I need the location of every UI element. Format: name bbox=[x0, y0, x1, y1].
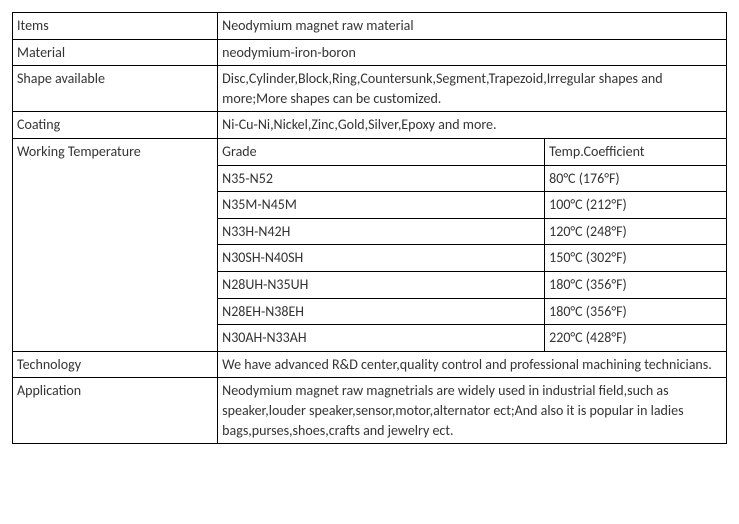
table-row: Material neodymium-iron-boron bbox=[13, 39, 727, 66]
row-value: Neodymium magnet raw magnetrials are wid… bbox=[218, 378, 727, 444]
row-label: Application bbox=[13, 378, 218, 444]
spec-table: Items Neodymium magnet raw material Mate… bbox=[12, 12, 727, 444]
table-row: Items Neodymium magnet raw material bbox=[13, 13, 727, 40]
row-label: Working Temperature bbox=[13, 138, 218, 351]
grade-cell: N33H-N42H bbox=[218, 218, 545, 245]
coef-cell: 100°C (212°F) bbox=[545, 192, 727, 219]
coef-cell: 220°C (428°F) bbox=[545, 325, 727, 352]
row-label: Items bbox=[13, 13, 218, 40]
grade-cell: N35M-N45M bbox=[218, 192, 545, 219]
coef-cell: 150°C (302°F) bbox=[545, 245, 727, 272]
table-row: Coating Ni-Cu-Ni,Nickel,Zinc,Gold,Silver… bbox=[13, 112, 727, 139]
grade-cell: N30SH-N40SH bbox=[218, 245, 545, 272]
row-value: Ni-Cu-Ni,Nickel,Zinc,Gold,Silver,Epoxy a… bbox=[218, 112, 727, 139]
table-row: Working Temperature Grade Temp.Coefficie… bbox=[13, 138, 727, 165]
row-label: Shape available bbox=[13, 66, 218, 112]
row-value: neodymium-iron-boron bbox=[218, 39, 727, 66]
row-value: Neodymium magnet raw material bbox=[218, 13, 727, 40]
row-value: We have advanced R&D center,quality cont… bbox=[218, 351, 727, 378]
table-row: Technology We have advanced R&D center,q… bbox=[13, 351, 727, 378]
grade-cell: N35-N52 bbox=[218, 165, 545, 192]
grade-cell: N28UH-N35UH bbox=[218, 271, 545, 298]
coef-cell: 180°C (356°F) bbox=[545, 298, 727, 325]
coef-cell: 120°C (248°F) bbox=[545, 218, 727, 245]
coef-cell: 180°C (356°F) bbox=[545, 271, 727, 298]
row-value: Disc,Cylinder,Block,Ring,Countersunk,Seg… bbox=[218, 66, 727, 112]
coef-header: Temp.Coefficient bbox=[545, 138, 727, 165]
row-label: Technology bbox=[13, 351, 218, 378]
coef-cell: 80°C (176°F) bbox=[545, 165, 727, 192]
row-label: Coating bbox=[13, 112, 218, 139]
grade-cell: N30AH-N33AH bbox=[218, 325, 545, 352]
table-row: Shape available Disc,Cylinder,Block,Ring… bbox=[13, 66, 727, 112]
table-row: Application Neodymium magnet raw magnetr… bbox=[13, 378, 727, 444]
row-label: Material bbox=[13, 39, 218, 66]
grade-cell: N28EH-N38EH bbox=[218, 298, 545, 325]
grade-header: Grade bbox=[218, 138, 545, 165]
